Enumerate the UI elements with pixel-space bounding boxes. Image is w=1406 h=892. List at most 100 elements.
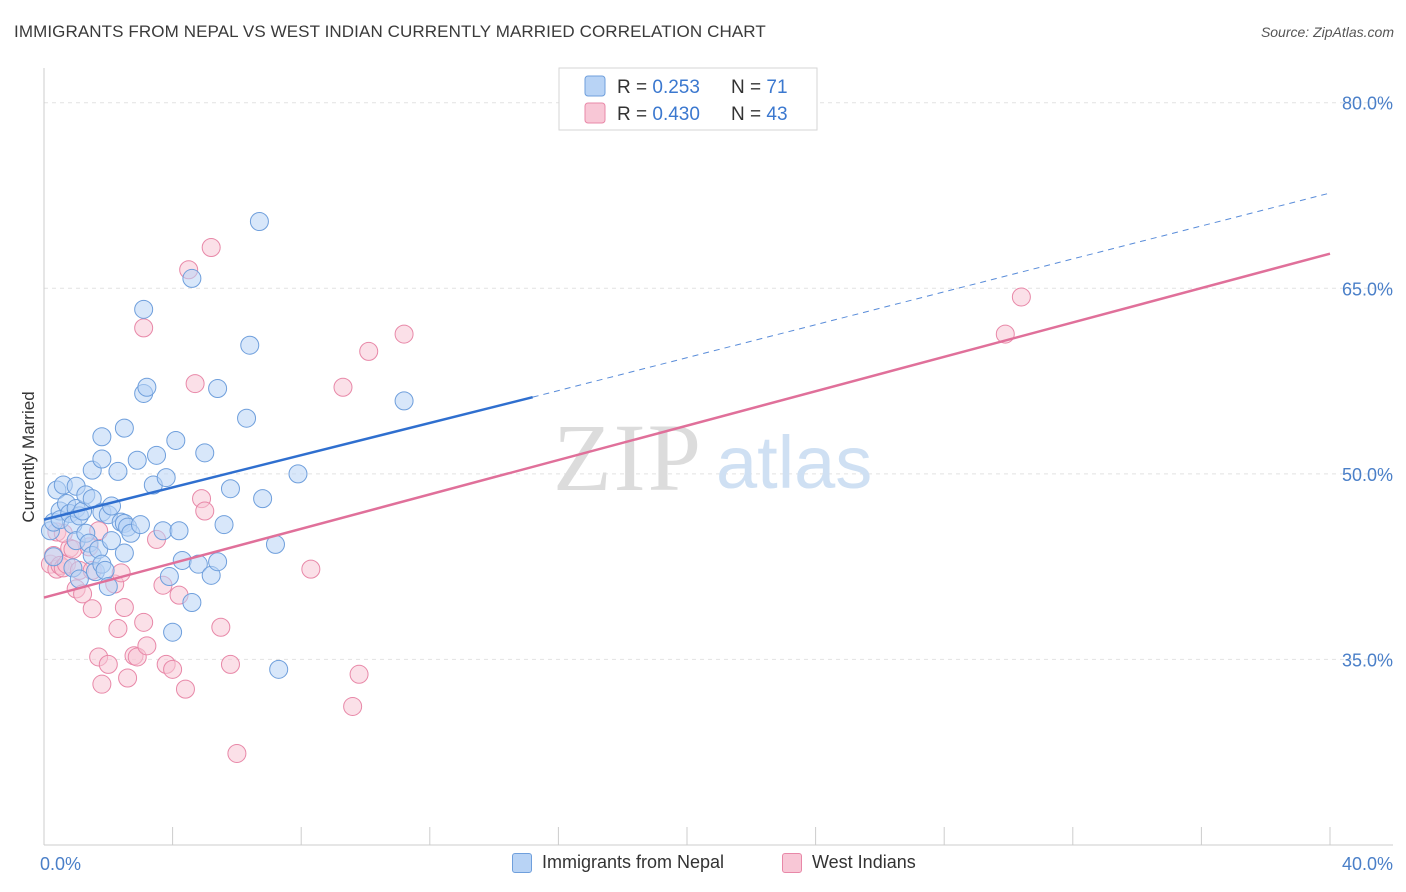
y-tick-label: 65.0% — [1342, 279, 1393, 299]
point-west-indians — [1011, 287, 1031, 307]
trend-line-nepal — [43, 395, 533, 521]
legend-n-label-2: N = — [731, 104, 766, 125]
point-immigrants-from-nepal — [182, 268, 202, 288]
tick-labels: 35.0% 50.0% 65.0% 80.0% 0.0% 40.0% — [40, 94, 1393, 874]
watermark-zip: ZIP — [553, 404, 703, 511]
legend-r-label-2: R = — [617, 104, 652, 125]
point-immigrants-from-nepal — [114, 418, 134, 438]
point-west-indians — [394, 324, 414, 344]
point-immigrants-from-nepal — [208, 552, 228, 572]
x-tick-label: 40.0% — [1342, 854, 1393, 874]
source-label: Source: ZipAtlas.com — [1260, 24, 1394, 40]
point-west-indians — [134, 612, 154, 632]
legend-item-nepal: Immigrants from Nepal — [512, 852, 724, 873]
legend-swatch-pink — [584, 102, 606, 124]
point-immigrants-from-nepal — [249, 212, 269, 232]
point-immigrants-from-nepal — [169, 521, 189, 541]
legend-item-west-indians: West Indians — [782, 852, 916, 873]
point-immigrants-from-nepal — [156, 468, 176, 488]
point-immigrants-from-nepal — [147, 445, 167, 465]
point-immigrants-from-nepal — [153, 521, 173, 541]
point-immigrants-from-nepal — [137, 377, 157, 397]
y-tick-label: 35.0% — [1342, 650, 1393, 670]
point-immigrants-from-nepal — [166, 430, 186, 450]
chart-title: IMMIGRANTS FROM NEPAL VS WEST INDIAN CUR… — [14, 22, 766, 41]
point-immigrants-from-nepal — [159, 567, 179, 587]
point-immigrants-from-nepal — [237, 408, 257, 428]
point-immigrants-from-nepal — [288, 464, 308, 484]
y-tick-label: 50.0% — [1342, 465, 1393, 485]
point-immigrants-from-nepal — [195, 443, 215, 463]
grid — [44, 102, 1393, 660]
point-west-indians — [185, 374, 205, 394]
trend-line-nepal-extension — [532, 192, 1331, 398]
y-tick-label: 80.0% — [1342, 94, 1393, 114]
point-immigrants-from-nepal — [182, 593, 202, 613]
point-west-indians — [301, 559, 321, 579]
point-west-indians — [359, 341, 379, 361]
point-west-indians — [175, 679, 195, 699]
legend-r-value-2: 0.430 — [652, 104, 700, 125]
point-west-indians — [195, 501, 215, 521]
point-immigrants-from-nepal — [114, 543, 134, 563]
svg-text:R = 0.430: R = 0.430 — [617, 104, 700, 125]
bottom-legend: Immigrants from Nepal West Indians — [0, 852, 1406, 878]
legend-r-value-1: 0.253 — [652, 77, 700, 98]
point-immigrants-from-nepal — [102, 531, 122, 551]
point-immigrants-from-nepal — [163, 622, 183, 642]
legend-n-value-2: 43 — [766, 104, 787, 125]
svg-text:N = 71: N = 71 — [731, 77, 788, 98]
legend-label-west-indians: West Indians — [812, 852, 916, 872]
point-west-indians — [137, 636, 157, 656]
point-immigrants-from-nepal — [240, 335, 260, 355]
point-west-indians — [227, 743, 247, 763]
point-immigrants-from-nepal — [130, 515, 150, 535]
legend-swatch-blue — [584, 75, 606, 97]
point-immigrants-from-nepal — [102, 496, 122, 516]
point-immigrants-from-nepal — [214, 515, 234, 535]
y-axis-label: Currently Married — [19, 391, 38, 522]
point-immigrants-from-nepal — [44, 547, 64, 567]
trend-line-west-indians — [43, 252, 1331, 599]
point-immigrants-from-nepal — [127, 450, 147, 470]
point-west-indians — [201, 237, 221, 257]
point-immigrants-from-nepal — [108, 461, 128, 481]
point-west-indians — [114, 597, 134, 617]
correlation-legend: R = 0.253 N = 71 R = 0.430 N = 43 — [558, 67, 818, 131]
point-immigrants-from-nepal — [269, 659, 289, 679]
watermark-atlas: atlas — [716, 421, 872, 504]
legend-r-label-1: R = — [617, 77, 652, 98]
point-west-indians — [108, 619, 128, 639]
point-west-indians — [349, 664, 369, 684]
point-west-indians — [92, 674, 112, 694]
svg-text:R = 0.253: R = 0.253 — [617, 77, 700, 98]
point-immigrants-from-nepal — [134, 299, 154, 319]
point-west-indians — [98, 654, 118, 674]
point-west-indians — [343, 696, 363, 716]
watermark: ZIP atlas — [553, 404, 872, 511]
point-west-indians — [118, 668, 138, 688]
legend-n-value-1: 71 — [766, 77, 787, 98]
point-west-indians — [163, 659, 183, 679]
point-immigrants-from-nepal — [92, 449, 112, 469]
point-west-indians — [220, 654, 240, 674]
point-immigrants-from-nepal — [394, 391, 414, 411]
point-west-indians — [134, 318, 154, 338]
point-west-indians — [211, 617, 231, 637]
legend-swatch-nepal — [512, 852, 532, 873]
x-tick-label: 0.0% — [40, 854, 81, 874]
legend-swatch-west-indians — [782, 852, 802, 873]
point-west-indians — [82, 599, 102, 619]
trend-lines — [43, 192, 1331, 599]
legend-n-label-1: N = — [731, 77, 766, 98]
point-west-indians — [333, 377, 353, 397]
point-immigrants-from-nepal — [253, 489, 273, 509]
series-west-indians — [40, 237, 1031, 763]
svg-text:N = 43: N = 43 — [731, 104, 788, 125]
point-immigrants-from-nepal — [208, 379, 228, 399]
axes — [43, 68, 1393, 846]
legend-label-nepal: Immigrants from Nepal — [542, 852, 725, 872]
point-immigrants-from-nepal — [92, 427, 112, 447]
point-immigrants-from-nepal — [95, 560, 115, 580]
